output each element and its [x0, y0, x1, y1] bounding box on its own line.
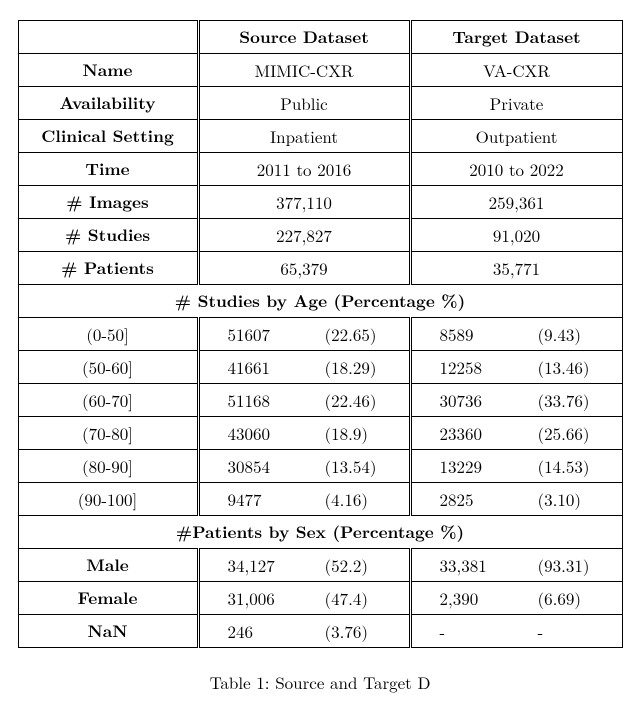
table-row: NameMIMIC-CXRVA-CXR [18, 54, 622, 87]
source-cell: 41661(18.29) [198, 351, 410, 384]
header-row: Source DatasetTarget Dataset [18, 21, 622, 54]
table-row: # Studies227,82791,020 [18, 219, 622, 252]
target-cell: 2825(3.10) [410, 483, 622, 516]
row-label-cell: (80-90] [18, 450, 198, 483]
source-cell: 227,827 [198, 219, 410, 252]
target-cell: 2,390(6.69) [410, 582, 622, 615]
target-cell: 30736(33.76) [410, 384, 622, 417]
row-label-cell: # Images [18, 186, 198, 219]
table-row: (80-90]30854(13.54)13229(14.53) [18, 450, 622, 483]
row-label-cell: Time [18, 153, 198, 186]
source-cell: 43060(18.9) [198, 417, 410, 450]
header-target-cell: Target Dataset [410, 21, 622, 54]
source-cell: 246(3.76) [198, 615, 410, 648]
source-cell: 51607(22.65) [198, 318, 410, 351]
source-cell: 65,379 [198, 252, 410, 285]
row-label-cell: # Patients [18, 252, 198, 285]
table-row: (90-100]9477(4.16)2825(3.10) [18, 483, 622, 516]
table-row: # Patients65,37935,771 [18, 252, 622, 285]
header-source-cell: Source Dataset [198, 21, 410, 54]
row-label-cell: NaN [18, 615, 198, 648]
row-label-cell: Availability [18, 87, 198, 120]
source-cell: 2011 to 2016 [198, 153, 410, 186]
target-cell: 259,361 [410, 186, 622, 219]
section-age-cell: # Studies by Age (Percentage %) [18, 285, 622, 318]
target-cell: VA-CXR [410, 54, 622, 87]
header-blank-cell [18, 21, 198, 54]
target-cell: 23360(25.66) [410, 417, 622, 450]
row-label-cell: Name [18, 54, 198, 87]
caption-prefix: Table 1: [210, 670, 276, 694]
target-cell: 33,381(93.31) [410, 549, 622, 582]
section-sex-cell: #Patients by Sex (Percentage %) [18, 516, 622, 549]
table-row: AvailabilityPublicPrivate [18, 87, 622, 120]
source-cell: 377,110 [198, 186, 410, 219]
dataset-comparison-table: Source DatasetTarget DatasetNameMIMIC-CX… [18, 20, 623, 648]
caption-text: Source and Target D [275, 670, 430, 694]
source-cell: 31,006(47.4) [198, 582, 410, 615]
table-row: (50-60]41661(18.29)12258(13.46) [18, 351, 622, 384]
target-cell: 12258(13.46) [410, 351, 622, 384]
row-label-cell: Female [18, 582, 198, 615]
row-label-cell: Clinical Setting [18, 120, 198, 153]
table-row: Clinical SettingInpatientOutpatient [18, 120, 622, 153]
row-label-cell: (90-100] [18, 483, 198, 516]
target-cell: Private [410, 87, 622, 120]
row-label-cell: (0-50] [18, 318, 198, 351]
source-cell: 34,127(52.2) [198, 549, 410, 582]
source-cell: MIMIC-CXR [198, 54, 410, 87]
source-cell: Public [198, 87, 410, 120]
source-cell: 51168(22.46) [198, 384, 410, 417]
row-label-cell: (60-70] [18, 384, 198, 417]
source-cell: 30854(13.54) [198, 450, 410, 483]
target-cell: 91,020 [410, 219, 622, 252]
target-cell: 13229(14.53) [410, 450, 622, 483]
table-caption: Table 1: Source and Target D [16, 670, 624, 694]
row-label-cell: # Studies [18, 219, 198, 252]
row-label-cell: (50-60] [18, 351, 198, 384]
table-row: # Images377,110259,361 [18, 186, 622, 219]
target-cell: -- [410, 615, 622, 648]
table-row: Male34,127(52.2)33,381(93.31) [18, 549, 622, 582]
source-cell: Inpatient [198, 120, 410, 153]
section-row-sex: #Patients by Sex (Percentage %) [18, 516, 622, 549]
section-row-age: # Studies by Age (Percentage %) [18, 285, 622, 318]
table-row: (70-80]43060(18.9)23360(25.66) [18, 417, 622, 450]
table-row: Time2011 to 20162010 to 2022 [18, 153, 622, 186]
target-cell: 8589(9.43) [410, 318, 622, 351]
table-row: NaN246(3.76)-- [18, 615, 622, 648]
target-cell: 2010 to 2022 [410, 153, 622, 186]
row-label-cell: Male [18, 549, 198, 582]
table-row: Female31,006(47.4)2,390(6.69) [18, 582, 622, 615]
table-row: (60-70]51168(22.46)30736(33.76) [18, 384, 622, 417]
target-cell: Outpatient [410, 120, 622, 153]
table-row: (0-50]51607(22.65)8589(9.43) [18, 318, 622, 351]
target-cell: 35,771 [410, 252, 622, 285]
row-label-cell: (70-80] [18, 417, 198, 450]
source-cell: 9477(4.16) [198, 483, 410, 516]
